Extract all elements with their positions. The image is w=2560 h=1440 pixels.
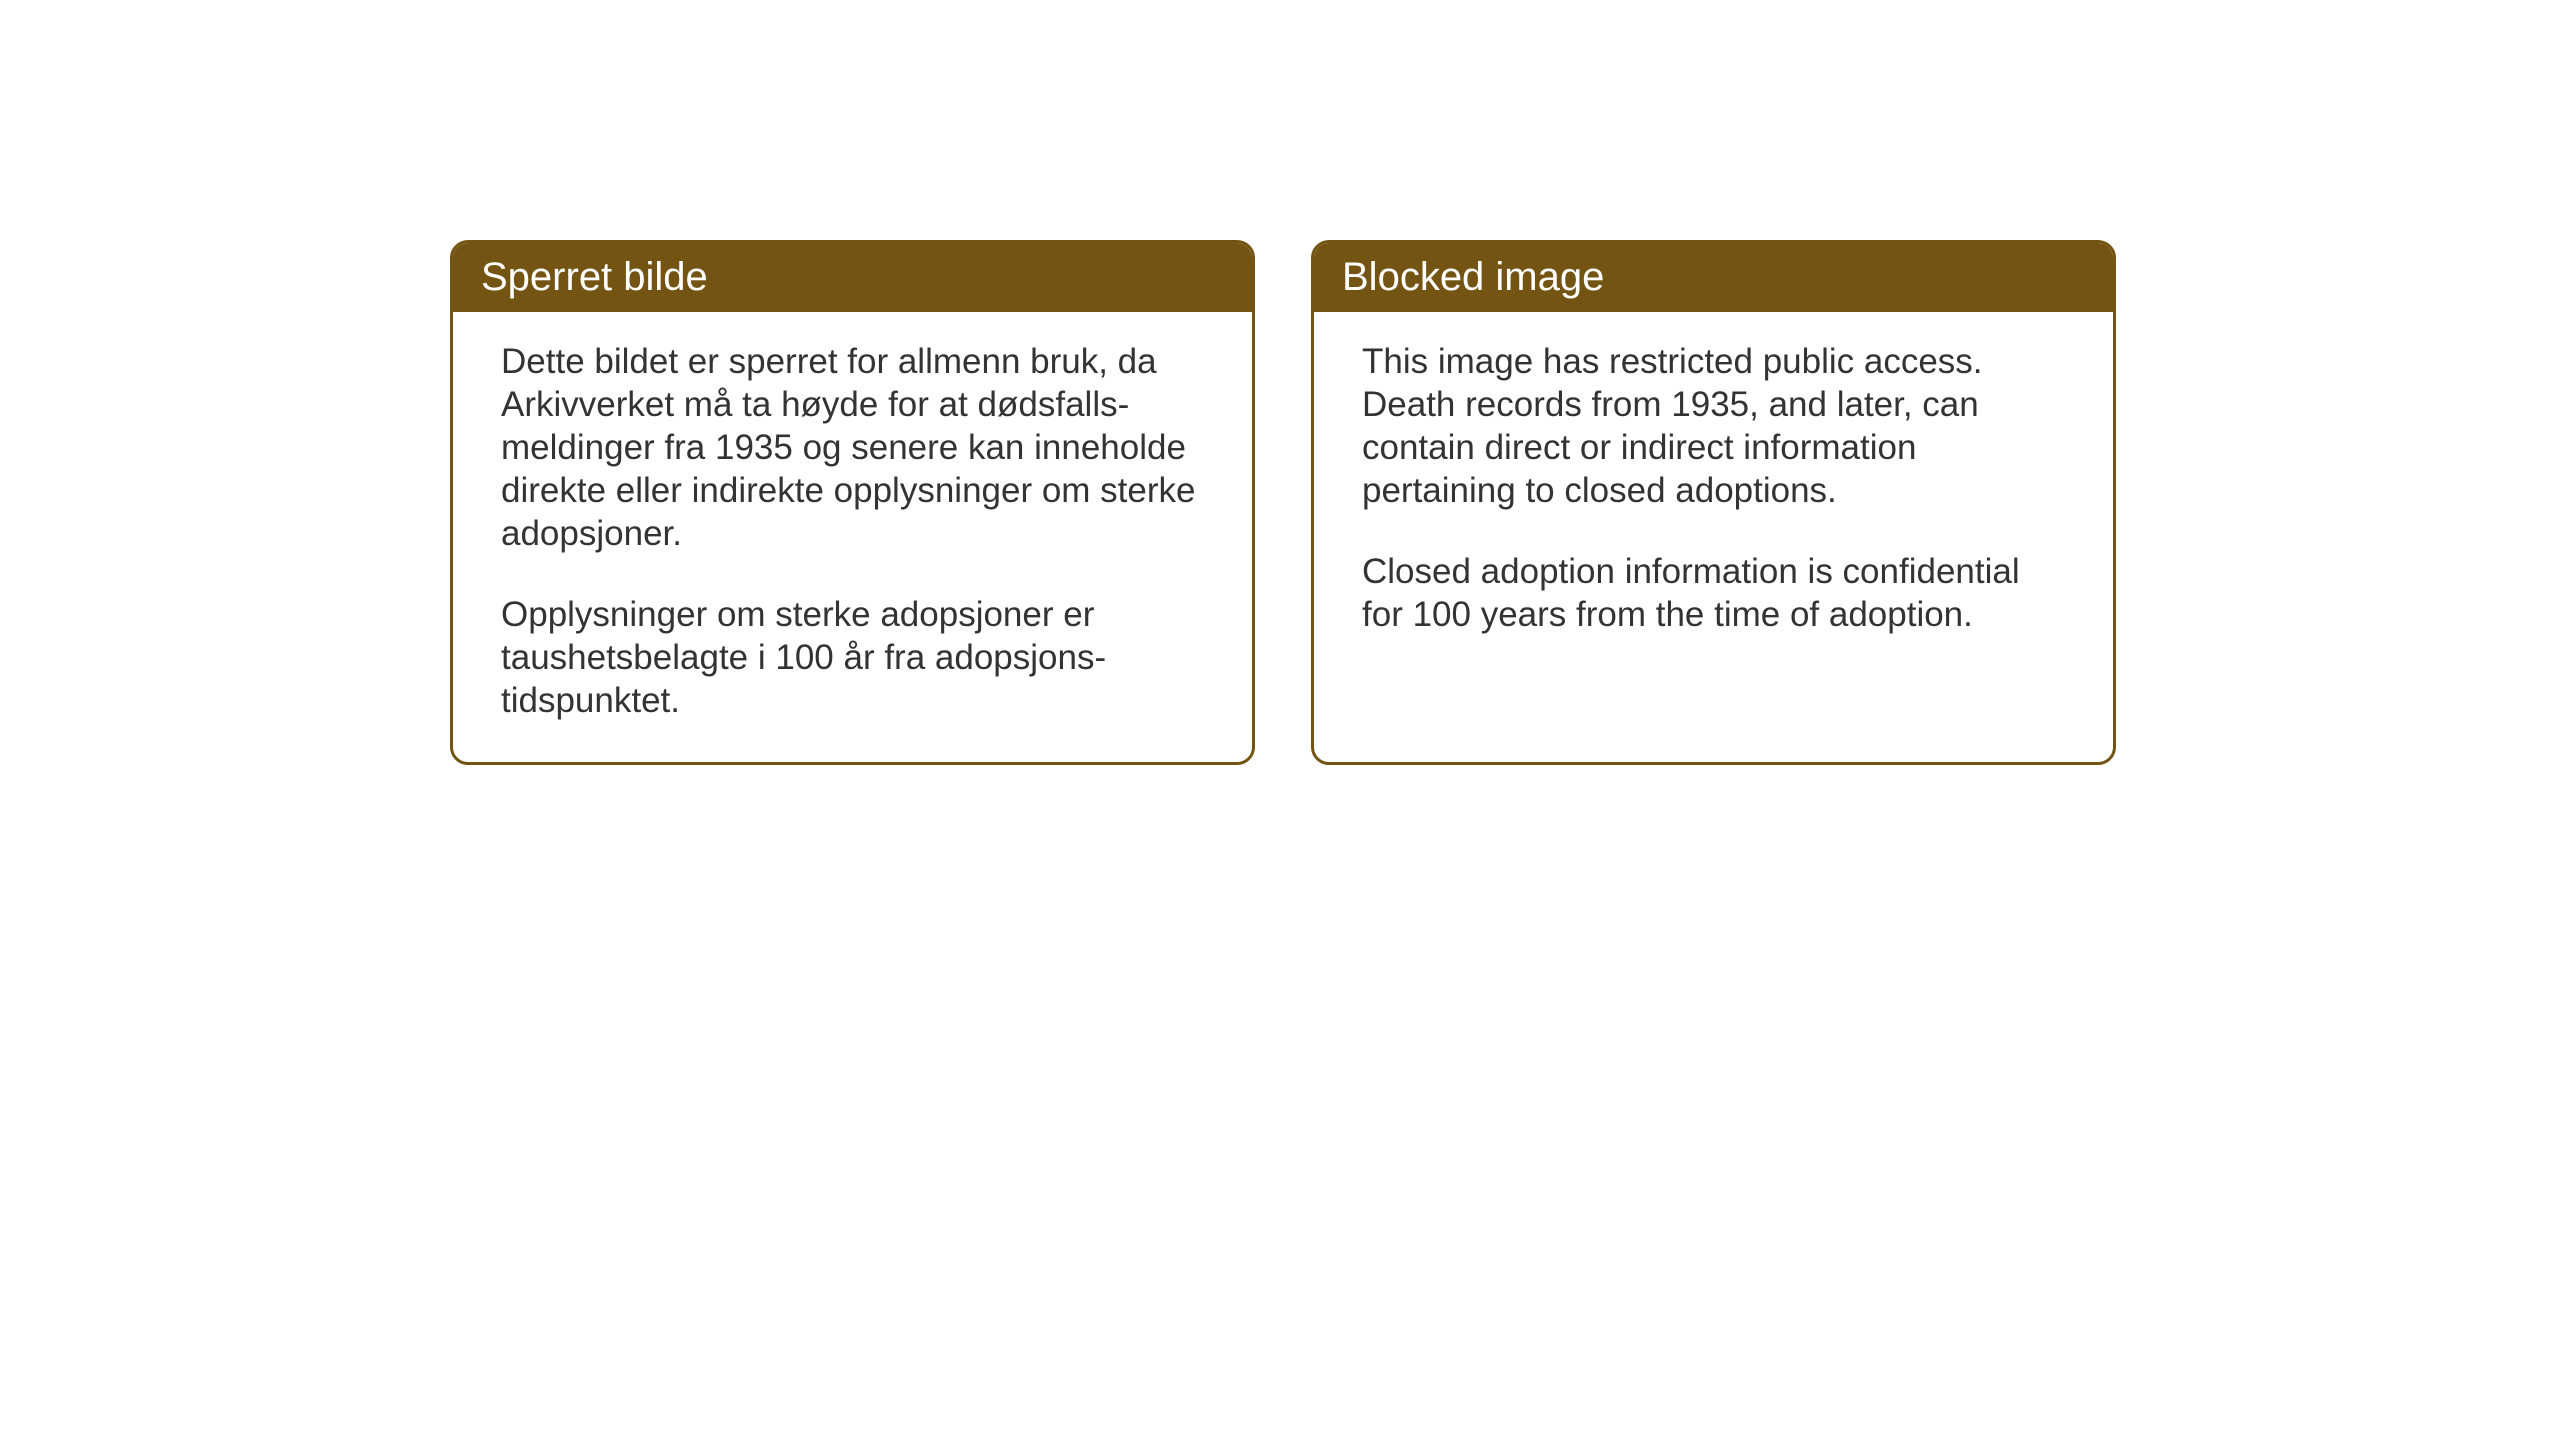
card-header-english: Blocked image	[1314, 243, 2113, 312]
card-body-norwegian: Dette bildet er sperret for allmenn bruk…	[453, 312, 1252, 762]
card-paragraph-1-english: This image has restricted public access.…	[1362, 340, 2065, 512]
card-paragraph-2-english: Closed adoption information is confident…	[1362, 550, 2065, 636]
notice-card-norwegian: Sperret bilde Dette bildet er sperret fo…	[450, 240, 1255, 765]
card-title-english: Blocked image	[1342, 255, 1604, 299]
card-paragraph-2-norwegian: Opplysninger om sterke adopsjoner er tau…	[501, 593, 1204, 722]
card-body-english: This image has restricted public access.…	[1314, 312, 2113, 676]
card-paragraph-1-norwegian: Dette bildet er sperret for allmenn bruk…	[501, 340, 1204, 555]
card-header-norwegian: Sperret bilde	[453, 243, 1252, 312]
notice-container: Sperret bilde Dette bildet er sperret fo…	[450, 240, 2116, 765]
notice-card-english: Blocked image This image has restricted …	[1311, 240, 2116, 765]
card-title-norwegian: Sperret bilde	[481, 255, 708, 299]
